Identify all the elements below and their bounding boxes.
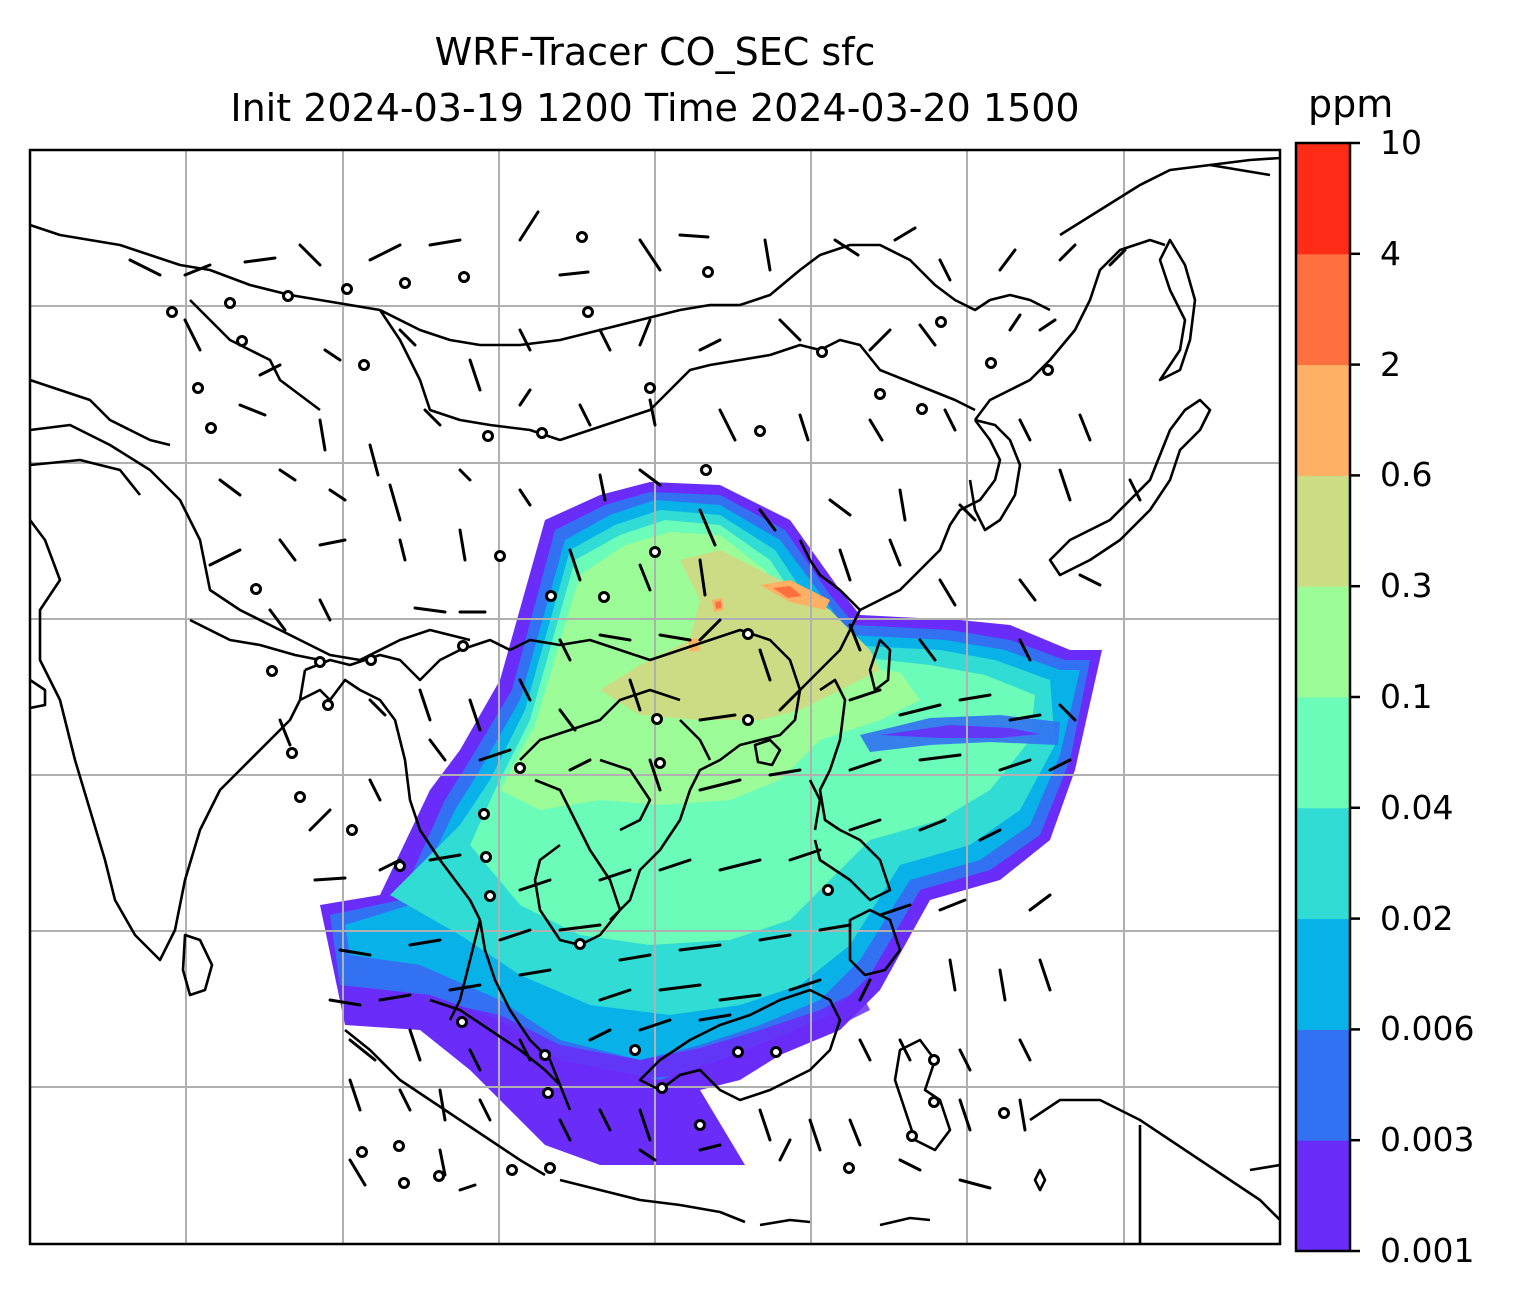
colorbar-tick-label: 10: [1380, 123, 1422, 162]
colorbar-bin-2: [1296, 918, 1350, 1030]
lat-lon-gridlines: [30, 150, 1280, 1244]
field-band-0.001-east: [880, 725, 1040, 738]
colorbar: [1294, 141, 1360, 1253]
colorbar-tick-label: 0.003: [1380, 1120, 1475, 1160]
map-title-line-2: Init 2024-03-19 1200 Time 2024-03-20 150…: [230, 86, 1080, 130]
colorbar-unit-label: ppm: [1308, 82, 1394, 126]
colorbar-bin-1: [1296, 1029, 1350, 1141]
wind-barbs: [128, 210, 1142, 1192]
colorbar-bin-6: [1296, 475, 1350, 587]
colorbar-tick-label: 0.001: [1380, 1231, 1475, 1270]
field-level-2: [715, 586, 802, 609]
co-tracer-field: [320, 482, 1102, 1165]
colorbar-tick-label: 0.04: [1380, 787, 1454, 827]
colorbar-tick-label: 0.3: [1380, 566, 1433, 606]
colorbar-bin-3: [1296, 807, 1350, 920]
colorbar-bin-5: [1296, 586, 1350, 698]
colorbar-bin-4: [1296, 697, 1350, 809]
colorbar-tick-label: 2: [1380, 344, 1401, 384]
colorbar-tick-label: 0.02: [1380, 898, 1454, 938]
colorbar-bin-0: [1296, 1140, 1350, 1252]
coastlines-and-borders: [30, 156, 1280, 1244]
colorbar-tick-label: 4: [1380, 233, 1401, 273]
map-frame: [28, 148, 1282, 1246]
colorbar-tick-label: 0.6: [1380, 455, 1433, 495]
colorbar-tick-label: 0.1: [1380, 677, 1433, 716]
colorbar-bin-9: [1296, 143, 1350, 255]
colorbar-bin-7: [1296, 364, 1350, 476]
colorbar-tick-label: 0.006: [1380, 1009, 1475, 1049]
map-title-line-1: WRF-Tracer CO_SEC sfc: [434, 30, 876, 74]
colorbar-bin-8: [1296, 253, 1350, 366]
field-level-0.6: [688, 580, 830, 652]
calm-wind-circles: [166, 231, 1054, 1189]
